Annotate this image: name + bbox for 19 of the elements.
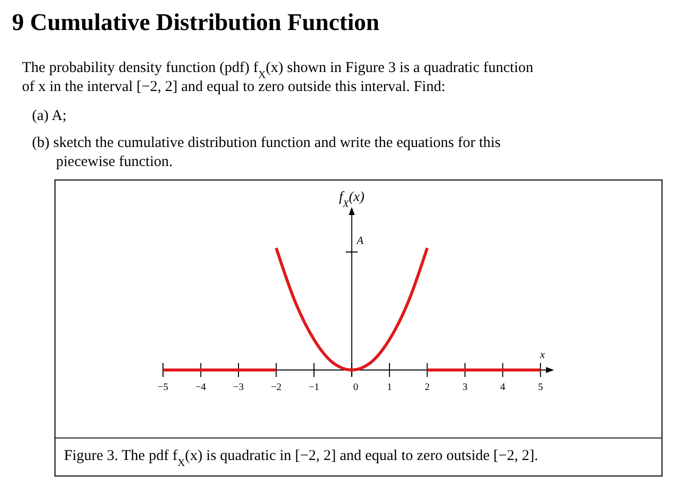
text: (b) sketch the cumulative distribution function and write the equations for this piecewise function.	[32, 135, 501, 170]
x-tick-label: −5	[158, 382, 168, 393]
x-tick-label: 1	[386, 382, 392, 393]
x-tick-label: −3	[233, 382, 244, 393]
x-tick-label: −2	[270, 382, 282, 393]
text: A	[356, 235, 364, 247]
x-tick-label: 5	[538, 382, 543, 393]
y-axis-title: f$_{X}$(x)	[339, 190, 365, 210]
x-tick-label: 4	[500, 382, 506, 393]
text: (a) A;	[32, 108, 67, 124]
x-tick-label: 2	[424, 382, 430, 393]
x-tick-label: 3	[462, 382, 468, 393]
x-tick-label: −4	[195, 382, 206, 393]
x-tick-label: −1	[308, 382, 320, 393]
caption: Figure 3. The pdf f$_{X}$(x) is quadratic in [−2, 2] and equal to zero outside [−2, 2].	[64, 448, 538, 468]
text: The probability density function (pdf) f$_{X}$(x) shown in Figure 3 is a quadratic function of x in the interval [−2, 2] and equal to zero outside this interval. Find:	[22, 60, 534, 95]
chart-title: 9 Cumulative Distribution Function	[12, 10, 380, 36]
x-axis-title: x	[539, 349, 545, 361]
x-tick-label: 0	[353, 382, 358, 393]
